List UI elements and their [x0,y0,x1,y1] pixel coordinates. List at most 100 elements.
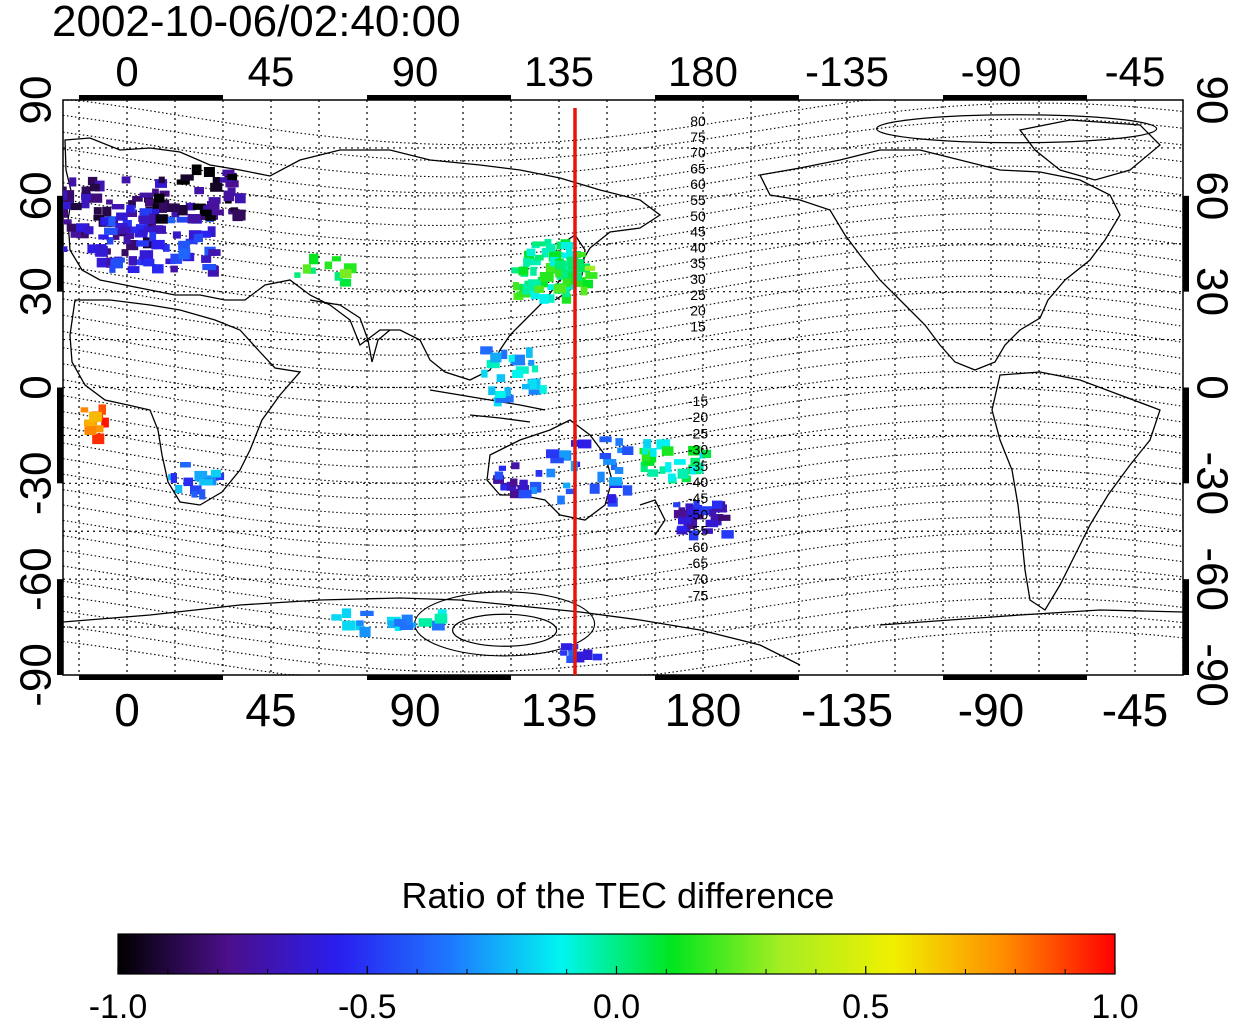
tec-data-cell [98,234,109,240]
tec-data-cell [480,346,493,355]
tec-data-cell [564,284,577,290]
right-axis-band [1183,195,1189,292]
contour-line [63,134,1183,194]
tec-data-cell [518,266,529,276]
contour-line [63,565,1183,626]
tec-data-cell [128,256,137,265]
tec-data-cell [42,239,55,249]
left-lat-label: -30 [12,452,61,516]
tec-data-cell [104,227,118,235]
tec-data-cell [159,202,168,213]
tec-data-cell [599,453,612,460]
left-lat-label: 60 [12,171,61,220]
contour-label: -75 [688,587,708,603]
tec-data-cell [546,449,560,459]
right-lat-label: 90 [1188,76,1237,125]
tec-data-cell [145,198,157,207]
tec-data-cell [589,483,600,494]
tec-data-cell [523,257,530,267]
tec-data-cell [171,207,180,218]
tec-data-cell [643,439,652,449]
tec-data-cell [622,446,634,455]
contour-line [63,419,1183,484]
top-lon-label: 0 [115,48,138,95]
tec-data-cell [208,197,221,204]
bottom-lon-label: -135 [801,684,893,736]
tec-data-cell [98,404,106,415]
tec-data-cell [139,215,152,224]
tec-data-cell [560,650,568,656]
tec-data-cell [659,466,666,474]
tec-data-cell [152,188,159,195]
tec-data-cell [198,230,211,238]
tec-data-cell [132,195,143,202]
tec-data-cell [121,249,129,257]
tec-data-cell [481,369,488,378]
tec-data-cell [547,284,555,291]
tec-data-cell [565,488,574,495]
tec-data-cell [136,240,150,247]
tec-data-cell [126,228,134,240]
tec-data-cell [155,179,167,188]
right-latitude-labels: 90 60 30 0 -30 -60 -90 [1188,76,1237,707]
tec-data-cell [566,655,577,663]
contour-label: 65 [690,160,706,176]
top-axis-band [79,95,223,100]
tec-data-cell [76,223,89,233]
contour-label: 75 [690,129,706,145]
coastline-greenland [1018,119,1161,181]
tec-data-cell [96,257,107,268]
tec-data-cell [185,202,196,211]
contour-label: 40 [690,239,706,255]
tec-data-cell [210,182,223,192]
graticule [63,100,1183,675]
tec-data-cell [500,394,514,403]
tec-data-cell [193,233,203,243]
tec-data-cell [535,470,543,477]
tec-data-cell [199,209,213,217]
tec-data-cell [343,263,357,274]
tec-data-cell [138,256,147,264]
tec-data-cell [539,272,554,282]
tec-data-cell [500,484,507,491]
tec-data-cell [63,190,68,200]
tec-data-cell [360,610,374,616]
tec-data-cell [126,204,134,213]
contour-label: 30 [690,271,706,287]
left-axis-band [57,195,63,292]
tec-data-cell [158,176,165,184]
contour-label: 20 [690,303,706,319]
right-lat-label: -90 [1188,643,1237,707]
tec-data-cell [607,494,616,504]
tec-data-cell [200,213,208,221]
tec-data-cell [508,355,515,362]
contour-line [63,549,1183,610]
tec-data-cell [580,286,588,296]
top-lon-label: -90 [961,48,1022,95]
coastline-africa [69,299,302,506]
top-lon-label: 90 [392,48,439,95]
tec-data-cell [490,352,502,363]
contour-label: 70 [690,145,706,161]
tec-data-cell [563,482,571,489]
tec-data-cell [152,225,166,234]
coastline-eurasia [64,137,662,381]
tec-data-cell [528,359,535,366]
contour-label: -30 [688,442,708,458]
tec-data-cell [139,192,153,198]
tec-data-cell [207,201,220,210]
tec-data-cell [84,419,96,426]
tec-data-cell [218,177,233,183]
tec-data-cell [496,374,506,382]
tec-data-cell [139,250,154,261]
tec-data-cell [597,471,605,483]
tec-data-cell [63,190,75,198]
tec-data-cell [106,199,113,205]
top-lon-label: 180 [668,48,738,95]
colorbar-tick-label: 0.0 [593,988,640,1024]
top-lon-label: 135 [524,48,594,95]
tec-data-cell [519,479,528,490]
tec-data-cell [572,272,582,281]
contour-line [63,100,1183,146]
tec-data-cell [149,213,157,223]
